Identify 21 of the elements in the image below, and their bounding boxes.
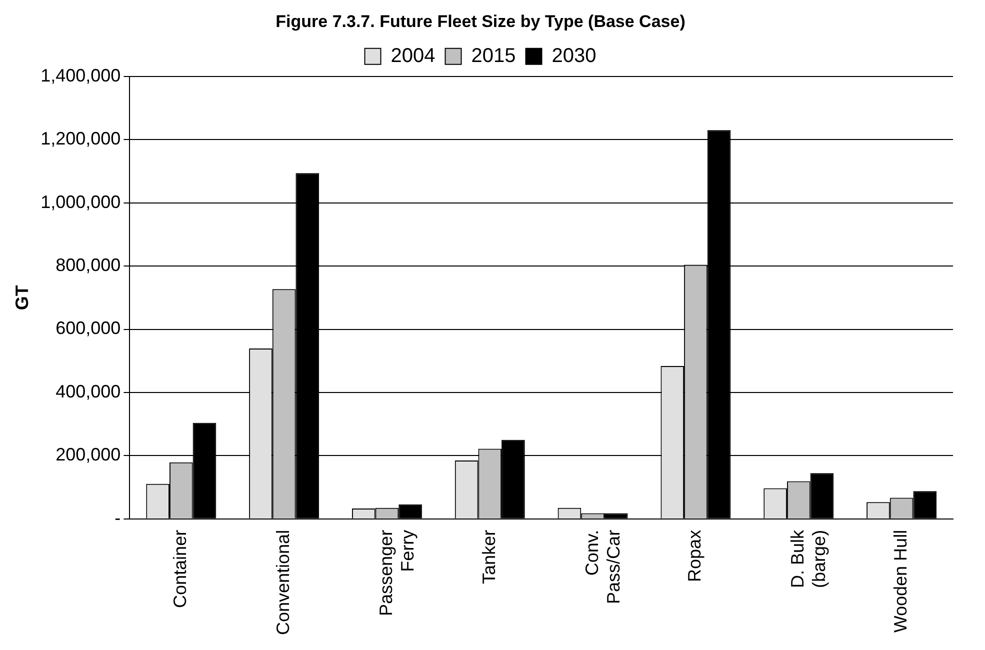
y-tick-label: 600,000 [56,318,121,338]
x-tick-label: D. Bulk (barge) [788,528,830,588]
chart-title: Figure 7.3.7. Future Fleet Size by Type (Base Case) [276,12,686,31]
y-tick-label: 1,000,000 [40,192,121,212]
y-tick-label: 400,000 [56,381,121,402]
x-tick-label: Passenger Ferry [376,530,418,616]
legend-label: 2015 [471,44,516,67]
x-tick-label: Conventional [273,530,294,636]
y-tick-label: 1,400,000 [40,65,121,86]
y-tick-label: - [114,508,121,528]
legend-label: 2030 [552,44,596,67]
x-tick-label: Tanker [478,530,499,584]
y-axis-title: GT [12,285,32,310]
y-tick-label: 200,000 [56,444,121,465]
legend-label: 2004 [390,44,436,67]
x-tick-label: Wooden Hull [890,530,911,633]
x-tick-label: Container [170,530,190,608]
x-tick-label: Ropax [684,530,705,582]
x-tick-label: Conv. Pass/Car [582,530,624,604]
y-tick-label: 1,200,000 [40,128,121,149]
y-tick-label: 800,000 [56,255,121,276]
